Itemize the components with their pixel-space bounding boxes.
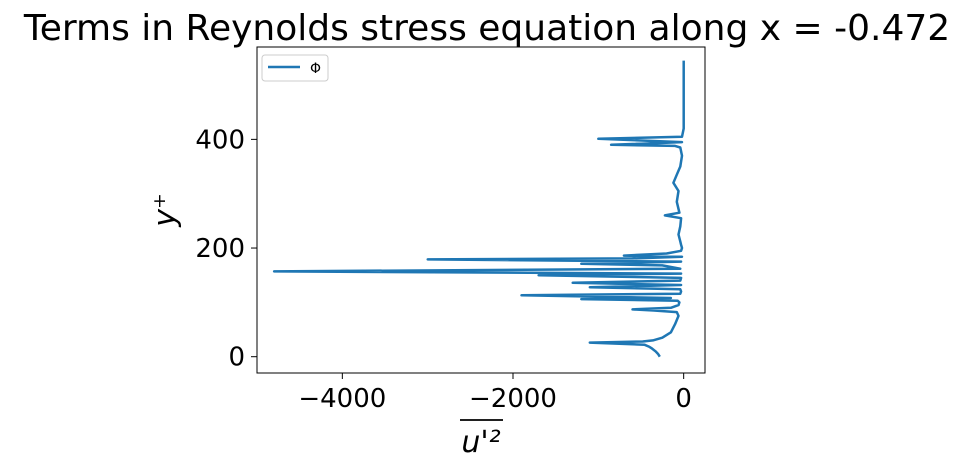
y-tick-label: 200 bbox=[195, 234, 245, 264]
x-tick-label: −4000 bbox=[298, 384, 386, 414]
y-tick-label: 0 bbox=[228, 343, 245, 373]
y-axis-label: y⁺ bbox=[148, 193, 183, 228]
legend-label-phi: Φ bbox=[310, 61, 321, 77]
series-line-0 bbox=[272, 60, 685, 358]
x-tick-label: 0 bbox=[675, 384, 692, 414]
plot-frame bbox=[256, 46, 706, 374]
y-tick-label: 400 bbox=[195, 125, 245, 155]
x-tick-label: −2000 bbox=[469, 384, 557, 414]
chart-title: Terms in Reynolds stress equation along … bbox=[23, 8, 950, 49]
y-axis: 0 200 400 bbox=[195, 125, 257, 373]
x-axis: −4000 −2000 0 bbox=[298, 373, 692, 414]
plot-area bbox=[256, 46, 706, 374]
legend: Φ bbox=[261, 54, 329, 82]
x-axis-label: u'² bbox=[461, 425, 500, 460]
